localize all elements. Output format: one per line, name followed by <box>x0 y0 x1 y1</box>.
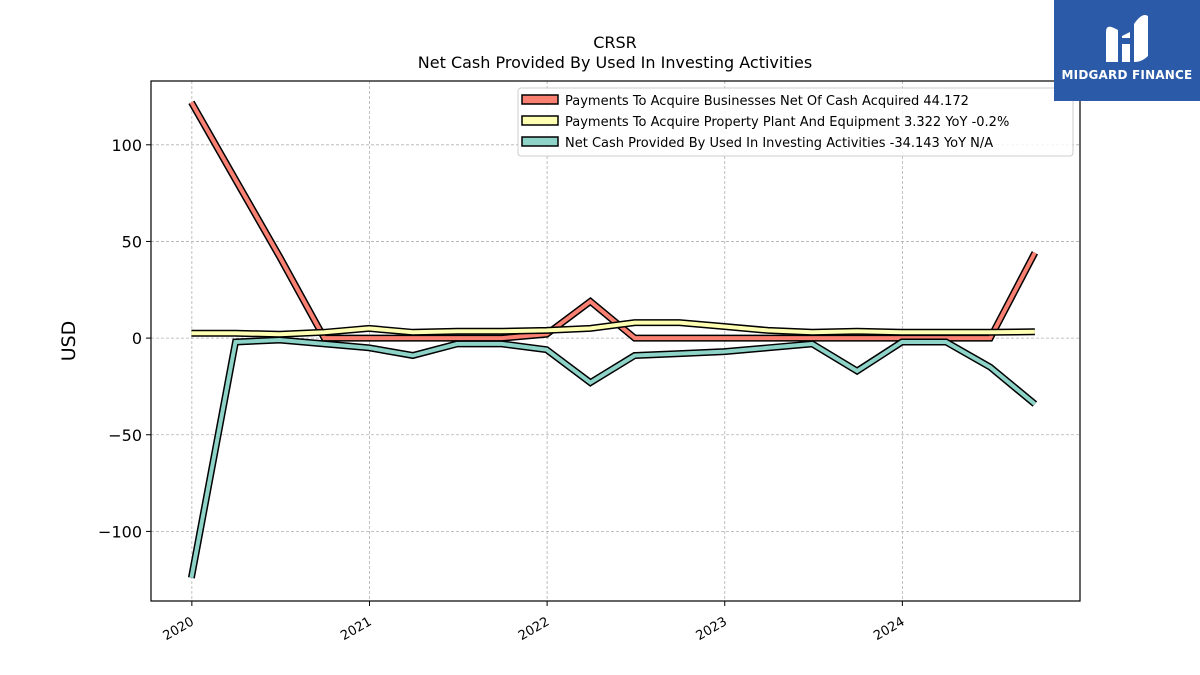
legend: Payments To Acquire Businesses Net Of Ca… <box>517 87 1074 157</box>
x-tick-label: 2021 <box>338 614 374 644</box>
series-line-net-cash-provided-by-used-in-investing-activities <box>189 337 1037 579</box>
legend-swatch <box>521 136 559 147</box>
series-line-payments-to-acquire-businesses-net-of-cash-acquired <box>189 101 1037 341</box>
midgard-logo-icon <box>1106 15 1148 63</box>
y-tick-label: −100 <box>98 522 142 541</box>
logo-text: MIDGARD FINANCE <box>1061 68 1193 82</box>
y-tick-label: −50 <box>108 426 142 445</box>
legend-label: Payments To Acquire Businesses Net Of Ca… <box>565 94 969 109</box>
series-line-payments-to-acquire-property-plant-and-equipment <box>191 320 1035 337</box>
x-tick-label: 2022 <box>516 614 552 644</box>
legend-label: Net Cash Provided By Used In Investing A… <box>565 136 993 151</box>
x-tick-label: 2020 <box>161 614 197 644</box>
chart-subtitle: Net Cash Provided By Used In Investing A… <box>418 53 812 72</box>
chart-title: CRSR <box>593 33 637 52</box>
plot-frame <box>150 80 1081 602</box>
legend-box <box>517 87 1074 157</box>
series-outline-net-cash-provided-by-used-in-investing-activities <box>187 336 1038 579</box>
brand-logo: MIDGARD FINANCE <box>1054 0 1200 101</box>
y-tick-label: 0 <box>132 329 142 348</box>
y-tick-label: 50 <box>122 232 142 251</box>
series-lines <box>187 100 1039 579</box>
x-axis-ticks: 2020 2021 2022 2023 2024 <box>161 601 907 644</box>
y-tick-label: 100 <box>111 136 142 155</box>
legend-label: Payments To Acquire Property Plant And E… <box>565 115 1009 130</box>
legend-swatch <box>521 94 559 105</box>
y-axis-ticks: 100 50 0 −50 −100 <box>98 136 151 541</box>
x-tick-label: 2024 <box>871 614 907 644</box>
legend-swatch <box>521 115 559 126</box>
y-axis-label: USD <box>58 321 80 362</box>
x-tick-label: 2023 <box>694 614 730 644</box>
